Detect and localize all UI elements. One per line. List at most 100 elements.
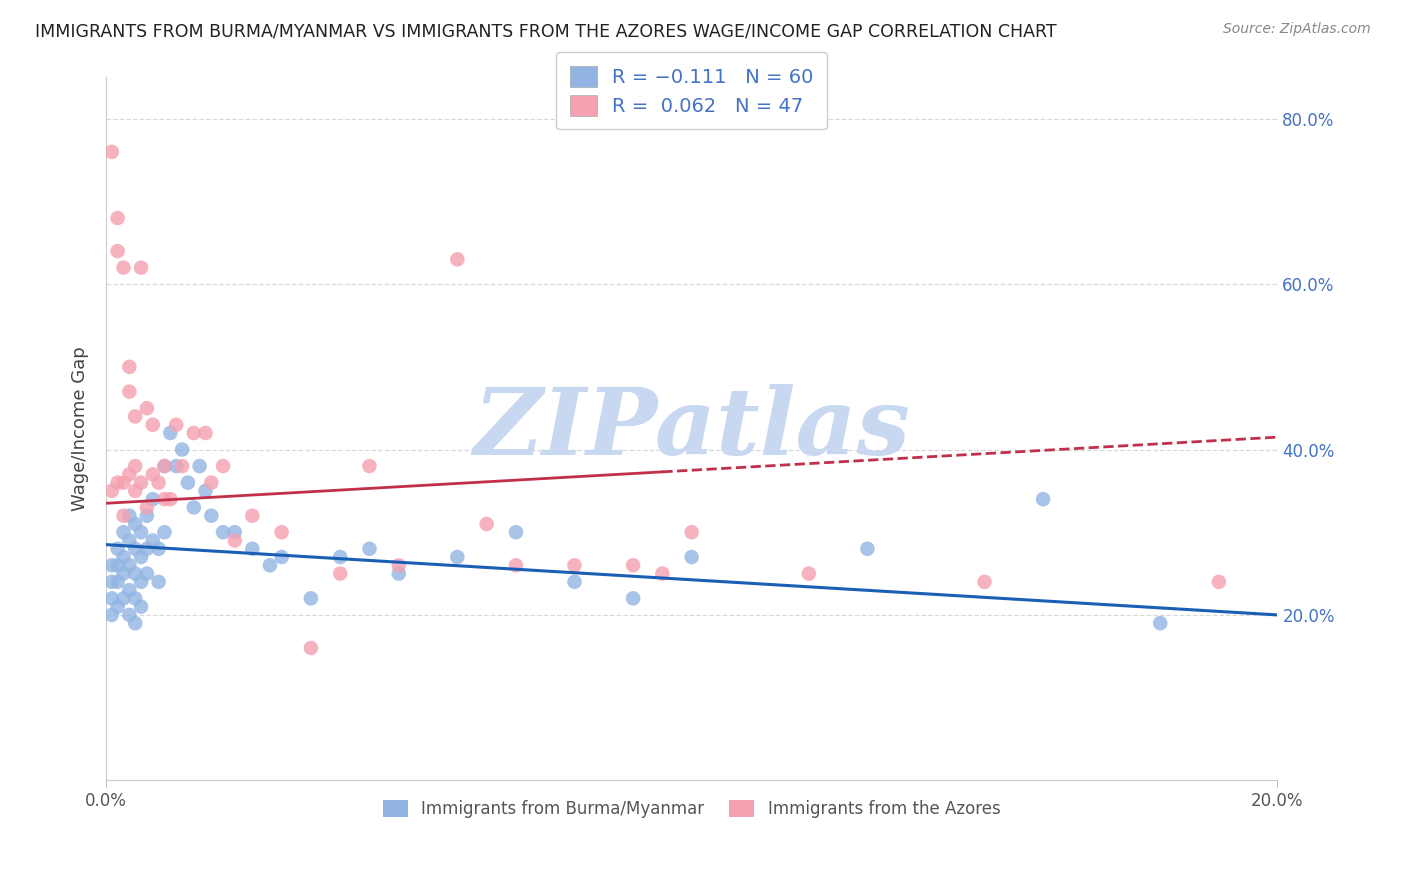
Point bbox=[183, 425, 205, 440]
Point bbox=[135, 541, 157, 556]
Point bbox=[224, 525, 246, 540]
Point bbox=[194, 425, 217, 440]
Point bbox=[118, 558, 141, 573]
Point bbox=[224, 533, 246, 548]
Point bbox=[446, 549, 468, 564]
Point bbox=[124, 409, 146, 424]
Point bbox=[129, 574, 152, 589]
Point bbox=[148, 541, 170, 556]
Point bbox=[118, 384, 141, 399]
Point bbox=[1208, 574, 1230, 589]
Point bbox=[135, 401, 157, 416]
Point bbox=[100, 574, 122, 589]
Point bbox=[124, 566, 146, 581]
Point bbox=[165, 417, 187, 432]
Point bbox=[446, 252, 468, 267]
Point bbox=[153, 525, 176, 540]
Point bbox=[681, 549, 703, 564]
Point bbox=[621, 558, 644, 573]
Point bbox=[505, 558, 527, 573]
Point bbox=[388, 558, 411, 573]
Point bbox=[194, 483, 217, 498]
Point bbox=[475, 516, 498, 531]
Point bbox=[177, 475, 200, 490]
Point bbox=[118, 508, 141, 523]
Point bbox=[153, 459, 176, 474]
Point bbox=[124, 459, 146, 474]
Point bbox=[329, 549, 352, 564]
Point bbox=[681, 525, 703, 540]
Point bbox=[107, 599, 129, 614]
Point bbox=[564, 558, 586, 573]
Point bbox=[129, 599, 152, 614]
Point bbox=[270, 549, 292, 564]
Point bbox=[107, 475, 129, 490]
Point bbox=[118, 583, 141, 598]
Point bbox=[973, 574, 995, 589]
Point bbox=[129, 260, 152, 275]
Point bbox=[100, 483, 122, 498]
Point bbox=[165, 459, 187, 474]
Point bbox=[107, 244, 129, 258]
Y-axis label: Wage/Income Gap: Wage/Income Gap bbox=[72, 346, 89, 511]
Legend: Immigrants from Burma/Myanmar, Immigrants from the Azores: Immigrants from Burma/Myanmar, Immigrant… bbox=[377, 793, 1007, 825]
Point bbox=[112, 591, 135, 606]
Point bbox=[159, 492, 181, 507]
Point bbox=[212, 525, 235, 540]
Point bbox=[124, 483, 146, 498]
Point bbox=[188, 459, 211, 474]
Point bbox=[505, 525, 527, 540]
Point bbox=[183, 500, 205, 515]
Point bbox=[118, 607, 141, 622]
Point bbox=[856, 541, 879, 556]
Point bbox=[148, 475, 170, 490]
Point bbox=[118, 533, 141, 548]
Text: IMMIGRANTS FROM BURMA/MYANMAR VS IMMIGRANTS FROM THE AZORES WAGE/INCOME GAP CORR: IMMIGRANTS FROM BURMA/MYANMAR VS IMMIGRA… bbox=[35, 22, 1057, 40]
Point bbox=[170, 459, 193, 474]
Point bbox=[129, 549, 152, 564]
Point bbox=[124, 541, 146, 556]
Point bbox=[135, 508, 157, 523]
Point bbox=[112, 260, 135, 275]
Point bbox=[100, 558, 122, 573]
Point bbox=[1032, 492, 1054, 507]
Point bbox=[124, 516, 146, 531]
Point bbox=[170, 442, 193, 457]
Point bbox=[388, 566, 411, 581]
Text: ZIPatlas: ZIPatlas bbox=[474, 384, 910, 474]
Point bbox=[124, 591, 146, 606]
Point bbox=[153, 459, 176, 474]
Point bbox=[259, 558, 281, 573]
Point bbox=[124, 616, 146, 631]
Point bbox=[142, 467, 165, 482]
Point bbox=[135, 566, 157, 581]
Point bbox=[112, 549, 135, 564]
Point bbox=[270, 525, 292, 540]
Point bbox=[329, 566, 352, 581]
Point bbox=[107, 541, 129, 556]
Point bbox=[621, 591, 644, 606]
Point bbox=[100, 591, 122, 606]
Point bbox=[153, 492, 176, 507]
Point bbox=[564, 574, 586, 589]
Point bbox=[118, 467, 141, 482]
Point bbox=[142, 492, 165, 507]
Point bbox=[299, 640, 322, 655]
Point bbox=[118, 359, 141, 374]
Text: Source: ZipAtlas.com: Source: ZipAtlas.com bbox=[1223, 22, 1371, 37]
Point bbox=[135, 500, 157, 515]
Point bbox=[107, 574, 129, 589]
Point bbox=[107, 558, 129, 573]
Point bbox=[200, 508, 222, 523]
Point bbox=[299, 591, 322, 606]
Point bbox=[359, 459, 381, 474]
Point bbox=[100, 607, 122, 622]
Point bbox=[142, 417, 165, 432]
Point bbox=[651, 566, 673, 581]
Point bbox=[107, 211, 129, 225]
Point bbox=[200, 475, 222, 490]
Point bbox=[112, 566, 135, 581]
Point bbox=[129, 525, 152, 540]
Point bbox=[112, 508, 135, 523]
Point bbox=[359, 541, 381, 556]
